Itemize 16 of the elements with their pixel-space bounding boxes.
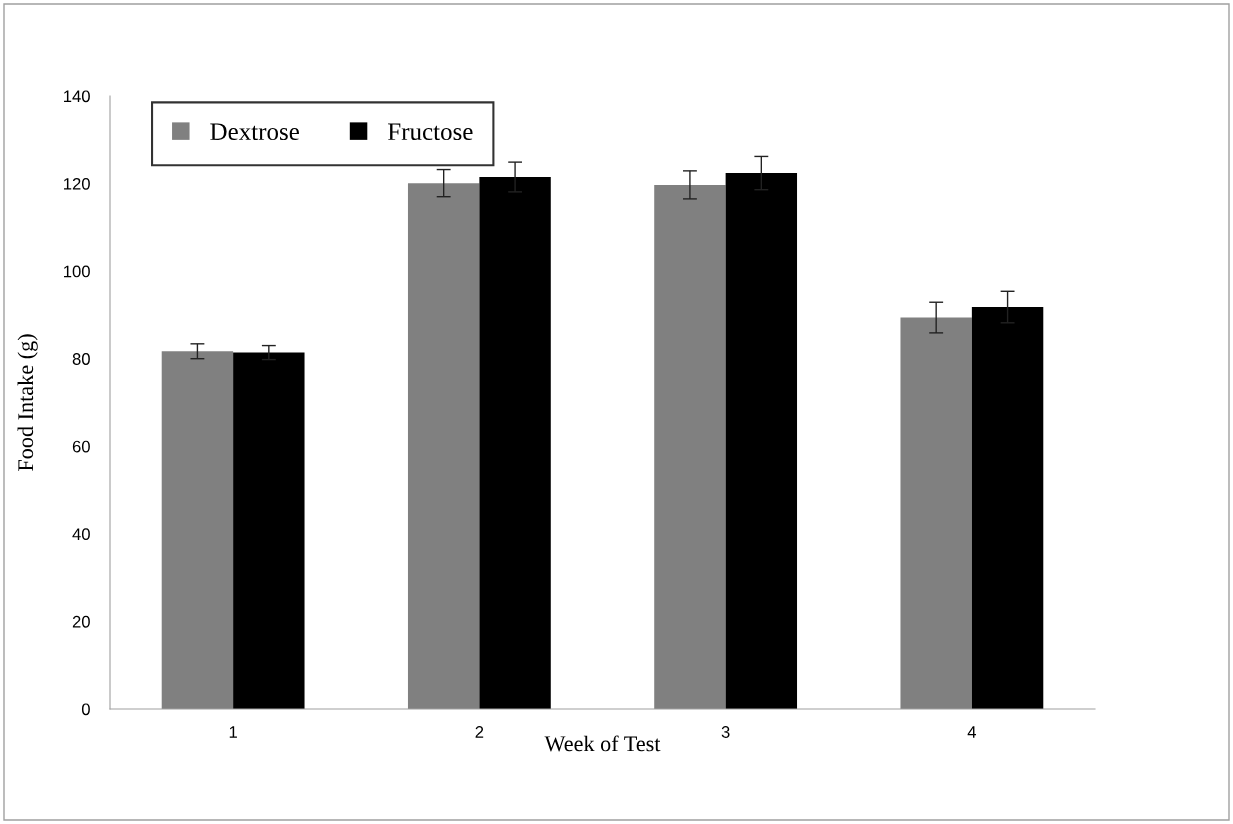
y-tick-label: 140 <box>64 90 90 103</box>
y-tick-label: 80 <box>72 353 90 365</box>
y-tick-label: 0 <box>81 703 90 716</box>
y-tick-label: 120 <box>64 177 90 190</box>
legend-label: Dextrose <box>210 123 299 141</box>
y-axis-title: Food Intake (g) <box>17 334 38 471</box>
x-tick-label: 2 <box>475 726 484 738</box>
legend-label: Fructose <box>388 123 473 141</box>
x-tick-label: 3 <box>721 726 730 738</box>
x-axis-title: Week of Test <box>544 735 661 752</box>
y-tick-label: 100 <box>64 265 90 278</box>
x-tick-label: 1 <box>229 726 237 738</box>
y-tick-label: 60 <box>72 440 90 453</box>
y-tick-label: 20 <box>72 615 90 628</box>
x-tick-label: 4 <box>967 726 977 738</box>
y-tick-label: 40 <box>72 528 90 541</box>
